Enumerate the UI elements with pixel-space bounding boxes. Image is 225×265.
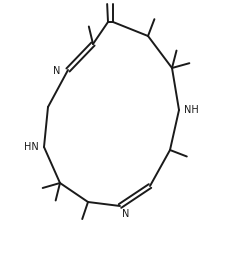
- Text: HN: HN: [24, 142, 39, 152]
- Text: N: N: [52, 66, 60, 76]
- Text: N: N: [122, 209, 129, 219]
- Text: NH: NH: [183, 105, 198, 115]
